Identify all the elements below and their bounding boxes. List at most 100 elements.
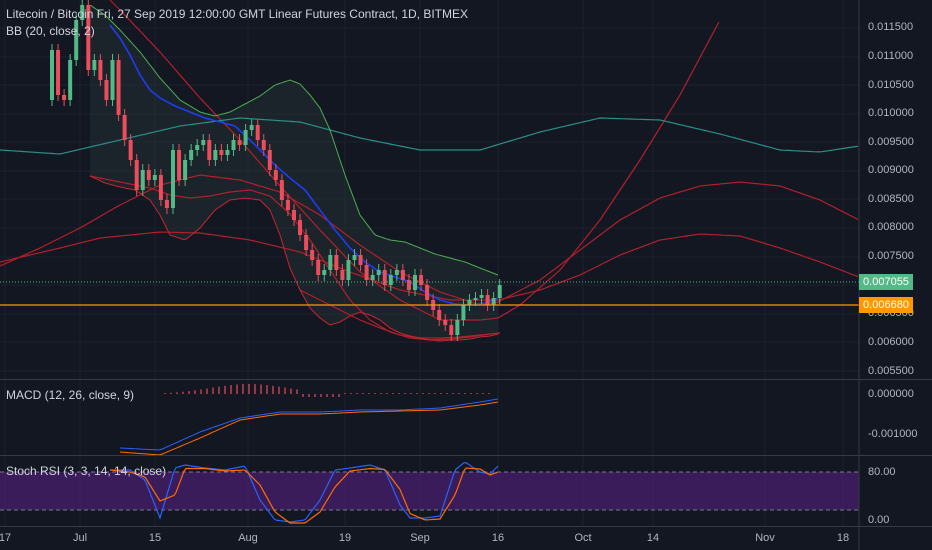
candle-body (219, 150, 224, 155)
candle-body (140, 170, 145, 190)
candle-body (328, 255, 333, 270)
candle-body (400, 270, 405, 280)
candle-body (370, 275, 375, 280)
candle-body (201, 140, 206, 145)
candle-body (437, 310, 442, 320)
candle-body (104, 80, 109, 100)
time-tick: 15 (148, 532, 162, 544)
candle-body (443, 320, 448, 325)
bb-upper-band (89, 4, 499, 276)
candle-body (68, 60, 73, 100)
candle-body (237, 140, 242, 145)
macd-pane (119, 384, 499, 456)
candle-body (279, 180, 284, 200)
candle-body (346, 260, 351, 280)
price-tick: 0.009000 (868, 164, 914, 176)
candle-body (267, 150, 272, 170)
candle-body (261, 140, 266, 150)
last-price-badge: 0.007055 (859, 274, 913, 290)
stoch-d-line (109, 467, 499, 524)
candle-body (255, 125, 260, 140)
candle-body (152, 175, 157, 180)
price-tick: 0.010500 (868, 79, 914, 91)
horizontal-line-badge[interactable]: 0.006680 (859, 297, 913, 313)
candle-body (322, 270, 327, 275)
candle-body (225, 150, 230, 155)
price-tick: 0.008000 (868, 221, 914, 233)
candle-body (158, 175, 163, 200)
candle-body (128, 140, 133, 160)
candle-body (80, 5, 85, 20)
candle-body (231, 140, 236, 150)
price-tick: 0.011500 (868, 21, 914, 33)
stoch-indicator-label[interactable]: Stoch RSI (3, 3, 14, 14, close) (6, 464, 167, 478)
candle-body (382, 270, 387, 285)
candle-body (134, 160, 139, 190)
macd-line (119, 398, 499, 451)
candle-body (358, 255, 363, 265)
candle-body (479, 295, 484, 298)
candle-body (394, 270, 399, 275)
candle-body (195, 145, 200, 150)
arc-line (299, 289, 501, 339)
candle-body (340, 270, 345, 280)
time-tick: Oct (574, 532, 592, 544)
candle-body (164, 200, 169, 208)
price-tick: 0.008500 (868, 193, 914, 205)
macd-signal-line (119, 401, 499, 456)
candle-body (455, 320, 460, 335)
bb-indicator-label[interactable]: BB (20, close, 2) (6, 24, 95, 38)
candle-body (273, 170, 278, 180)
time-tick: Sep (410, 532, 430, 544)
candle-body (352, 255, 357, 260)
candle-body (171, 150, 175, 208)
stoch-tick: 80.00 (868, 466, 896, 478)
candle-body (419, 275, 424, 285)
candle-body (62, 95, 67, 100)
macd-indicator-label[interactable]: MACD (12, 26, close, 9) (6, 388, 135, 402)
stoch-k-line (110, 462, 499, 523)
candle-body (292, 210, 296, 220)
candle-body (449, 325, 454, 335)
candle-body (425, 285, 430, 300)
chart-title: Litecoin / Bitcoin Fri, 27 Sep 2019 12:0… (6, 7, 468, 21)
candle-body (310, 250, 315, 260)
bb-lower-band (89, 175, 499, 342)
candle-body (461, 305, 466, 320)
candle-body (298, 220, 303, 235)
arc-line (109, 0, 720, 321)
price-tick: 0.005500 (868, 365, 914, 377)
candle-body (491, 298, 496, 305)
price-tick: 0.007500 (868, 250, 914, 262)
stoch-tick: 0.00 (868, 514, 890, 526)
macd-tick: -0.001000 (868, 428, 918, 440)
candle-body (98, 60, 103, 80)
candle-body (189, 150, 194, 160)
candle-body (485, 295, 490, 305)
candle-body (50, 50, 54, 100)
candle-body (304, 235, 309, 250)
candle-body (86, 5, 91, 70)
candle-body (376, 270, 381, 275)
candle-body (364, 265, 369, 280)
candle-body (388, 275, 393, 285)
time-tick: Nov (755, 532, 775, 544)
time-tick: 16 (491, 532, 505, 544)
candle-body (110, 60, 115, 100)
time-tick: 18 (836, 532, 850, 544)
time-tick: 14 (646, 532, 660, 544)
candle-body (177, 150, 182, 180)
candle-body (92, 60, 97, 70)
time-tick: 19 (338, 532, 352, 544)
price-tick: 0.011000 (868, 50, 914, 62)
candle-body (285, 200, 290, 210)
cycle-line (0, 117, 859, 155)
candle-body (316, 260, 321, 275)
time-tick: Aug (238, 532, 258, 544)
candles (50, 0, 502, 341)
bb-fill-area (90, 5, 498, 341)
candle-body (122, 115, 127, 140)
candle-body (56, 50, 61, 95)
candle-body (207, 140, 212, 160)
